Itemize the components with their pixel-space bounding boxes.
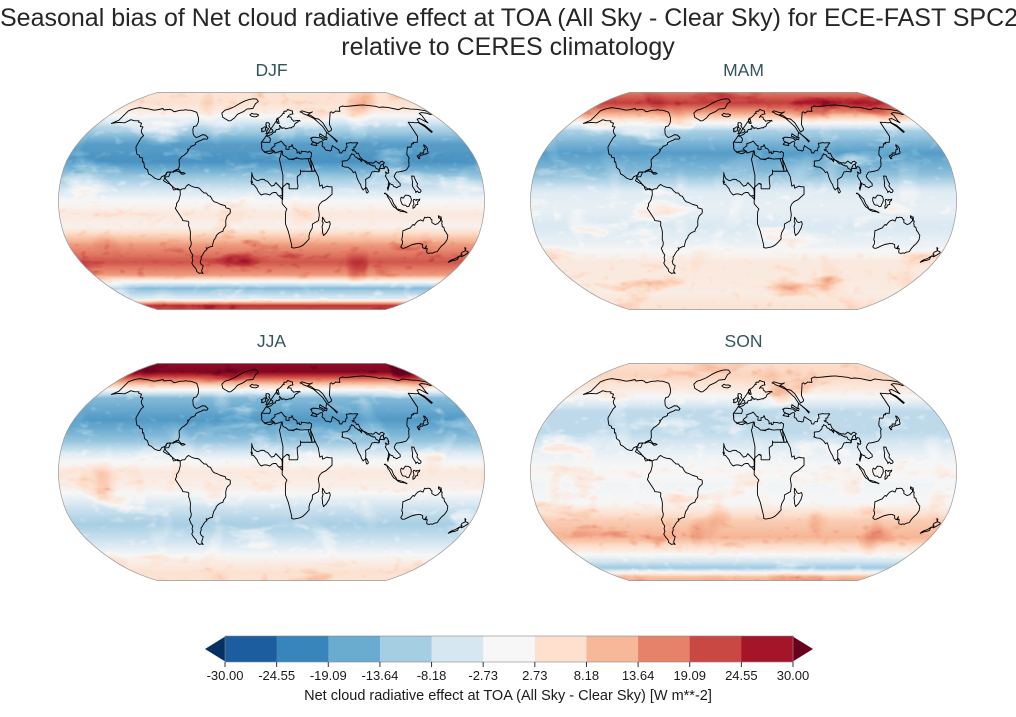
svg-text:19.09: 19.09 xyxy=(673,668,706,683)
svg-text:-13.64: -13.64 xyxy=(361,668,398,683)
svg-text:24.55: 24.55 xyxy=(725,668,758,683)
svg-text:8.18: 8.18 xyxy=(574,668,599,683)
svg-text:-30.00: -30.00 xyxy=(207,668,244,683)
svg-text:2.73: 2.73 xyxy=(522,668,547,683)
svg-text:-19.09: -19.09 xyxy=(310,668,347,683)
svg-text:-24.55: -24.55 xyxy=(258,668,295,683)
svg-text:-8.18: -8.18 xyxy=(417,668,447,683)
svg-text:30.00: 30.00 xyxy=(777,668,810,683)
svg-text:Net cloud radiative effect at: Net cloud radiative effect at TOA (All S… xyxy=(304,688,712,704)
svg-text:-2.73: -2.73 xyxy=(468,668,498,683)
svg-text:13.64: 13.64 xyxy=(622,668,655,683)
